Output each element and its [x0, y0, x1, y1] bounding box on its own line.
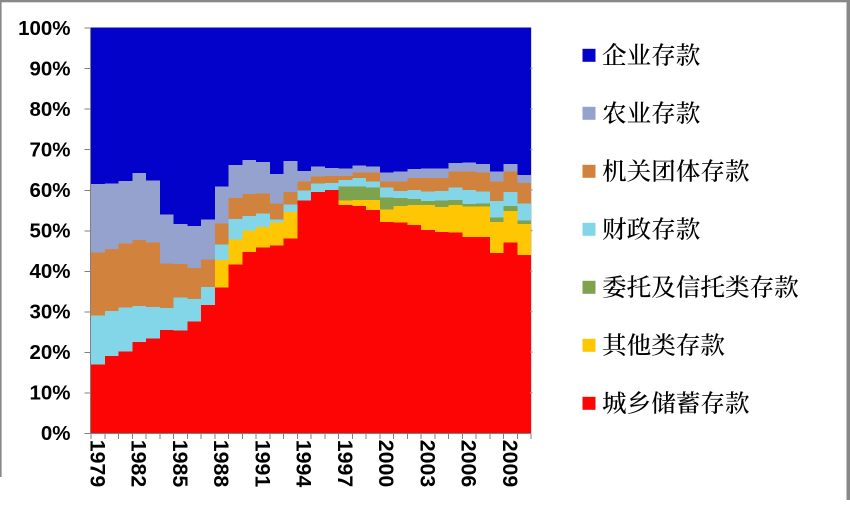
- svg-text:1991: 1991: [250, 440, 274, 488]
- svg-text:30%: 30%: [29, 301, 70, 324]
- svg-text:2003: 2003: [415, 440, 439, 488]
- svg-text:1985: 1985: [168, 440, 192, 488]
- svg-text:1997: 1997: [333, 440, 357, 487]
- svg-text:50%: 50%: [29, 220, 70, 243]
- svg-text:1979: 1979: [85, 440, 109, 488]
- svg-text:60%: 60%: [29, 179, 70, 202]
- svg-text:1982: 1982: [127, 440, 151, 487]
- svg-text:0%: 0%: [41, 422, 71, 445]
- svg-text:1988: 1988: [209, 440, 233, 488]
- svg-text:10%: 10%: [29, 382, 70, 405]
- svg-text:90%: 90%: [29, 57, 70, 80]
- svg-text:2000: 2000: [374, 440, 398, 487]
- svg-text:1994: 1994: [292, 440, 316, 488]
- svg-text:2006: 2006: [457, 440, 481, 488]
- svg-text:100%: 100%: [18, 17, 70, 40]
- svg-text:40%: 40%: [29, 260, 70, 283]
- svg-text:80%: 80%: [29, 98, 70, 121]
- svg-text:2009: 2009: [498, 440, 522, 488]
- svg-text:20%: 20%: [29, 341, 70, 364]
- svg-text:70%: 70%: [29, 138, 70, 161]
